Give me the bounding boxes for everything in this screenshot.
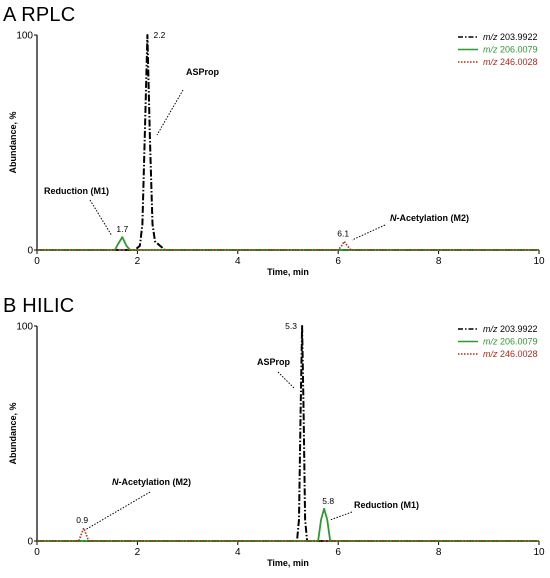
legend-mz-value: 246.0028 — [498, 57, 538, 67]
panel-b-annotation-leader — [329, 511, 353, 521]
panel-b-title: B HILIC — [3, 295, 75, 317]
panel-a-y-axis-title: Abundance, % — [8, 111, 18, 173]
panel-a-y-tick-label: 100 — [16, 31, 33, 42]
legend-mz-prefix: m/z — [483, 57, 498, 67]
panel-b-legend-entry: m/z 203.9922 — [483, 324, 538, 334]
panel-b-y-axis-title: Abundance, % — [8, 402, 18, 464]
panel-a-series-206-0079-line — [37, 236, 539, 251]
panel-a-y-tick-label: 0 — [27, 246, 33, 257]
annotation-text: Reduction (M1) — [44, 186, 109, 196]
panel-a-peak-label: 1.7 — [116, 224, 128, 234]
panel-a-x-tick-label: 8 — [436, 256, 442, 267]
annotation-text: ASProp — [257, 357, 291, 367]
panel-a-peak-label: 2.2 — [154, 30, 166, 40]
annotation-text: Reduction (M1) — [354, 500, 419, 510]
panel-a-legend-entry: m/z 246.0028 — [483, 57, 538, 67]
legend-mz-prefix: m/z — [483, 32, 498, 42]
panel-b-y-tick-label: 100 — [16, 322, 33, 333]
panel-a-x-axis-title: Time, min — [267, 267, 309, 277]
panel-a-annotation-leader — [156, 89, 184, 136]
panel-b-peak-label: 5.3 — [285, 321, 297, 331]
panel-b-x-tick-label: 0 — [34, 547, 40, 558]
panel-b-annotation-leader — [84, 491, 151, 531]
annotation-text: -Acetylation (M2) — [397, 213, 470, 223]
panel-a-x-tick-label: 6 — [335, 256, 341, 267]
annotation-text: -Acetylation (M2) — [119, 477, 192, 487]
panel-a-peak-label: 6.1 — [337, 228, 349, 238]
panel-a-x-tick-label: 4 — [235, 256, 241, 267]
legend-mz-prefix: m/z — [483, 324, 498, 334]
legend-mz-value: 246.0028 — [498, 349, 538, 359]
legend-mz-value: 203.9922 — [498, 32, 538, 42]
panel-a-series-203-9922-line — [37, 34, 539, 251]
panel-a-legend-entry: m/z 203.9922 — [483, 32, 538, 42]
panel-a-legend-entry: m/z 206.0079 — [483, 45, 538, 55]
panel-b-annotation-leader — [277, 371, 295, 389]
panel-b-peak-label: 0.9 — [76, 515, 88, 525]
legend-mz-value: 206.0079 — [498, 337, 538, 347]
panel-a-x-tick-label: 2 — [135, 256, 141, 267]
panel-a-annotation-label: ASProp — [186, 67, 220, 77]
panel-b-legend-entry: m/z 246.0028 — [483, 349, 538, 359]
legend-mz-value: 206.0079 — [498, 45, 538, 55]
legend-mz-prefix: m/z — [483, 45, 498, 55]
annotation-italic-prefix: N — [390, 213, 397, 223]
panel-b-series-203-9922-line — [37, 325, 539, 542]
panel-b-annotation-label: N-Acetylation (M2) — [112, 477, 191, 487]
panel-a-annotation-leader — [351, 224, 386, 241]
legend-mz-prefix: m/z — [483, 349, 498, 359]
panel-a-annotation-leader — [89, 199, 113, 237]
panel-b-series-206-0079-line — [37, 507, 539, 542]
panel-a-series-246-0028-line — [37, 240, 539, 251]
panel-b-x-tick-label: 8 — [436, 547, 442, 558]
panel-a-annotation-label: Reduction (M1) — [44, 186, 109, 196]
legend-mz-prefix: m/z — [483, 337, 498, 347]
panel-b-x-tick-label: 4 — [235, 547, 241, 558]
panel-b-x-tick-label: 6 — [335, 547, 341, 558]
legend-mz-value: 203.9922 — [498, 324, 538, 334]
panel-b-legend-entry: m/z 206.0079 — [483, 337, 538, 347]
panel-b-annotation-label: ASProp — [257, 357, 291, 367]
panel-b-y-tick-label: 0 — [27, 537, 33, 548]
panel-a-x-tick-label: 10 — [533, 256, 545, 267]
panel-b-series-246-0028-line — [37, 527, 539, 542]
annotation-italic-prefix: N — [112, 477, 119, 487]
panel-b-x-axis-title: Time, min — [267, 558, 309, 568]
panel-a-annotation-label: N-Acetylation (M2) — [390, 213, 469, 223]
panel-b-peak-label: 5.8 — [322, 496, 334, 506]
annotation-text: ASProp — [186, 67, 220, 77]
panel-b-annotation-label: Reduction (M1) — [354, 500, 419, 510]
panel-a-title: A RPLC — [3, 4, 76, 26]
panel-a-x-tick-label: 0 — [34, 256, 40, 267]
panel-b-x-tick-label: 10 — [533, 547, 545, 558]
panel-b-x-tick-label: 2 — [135, 547, 141, 558]
